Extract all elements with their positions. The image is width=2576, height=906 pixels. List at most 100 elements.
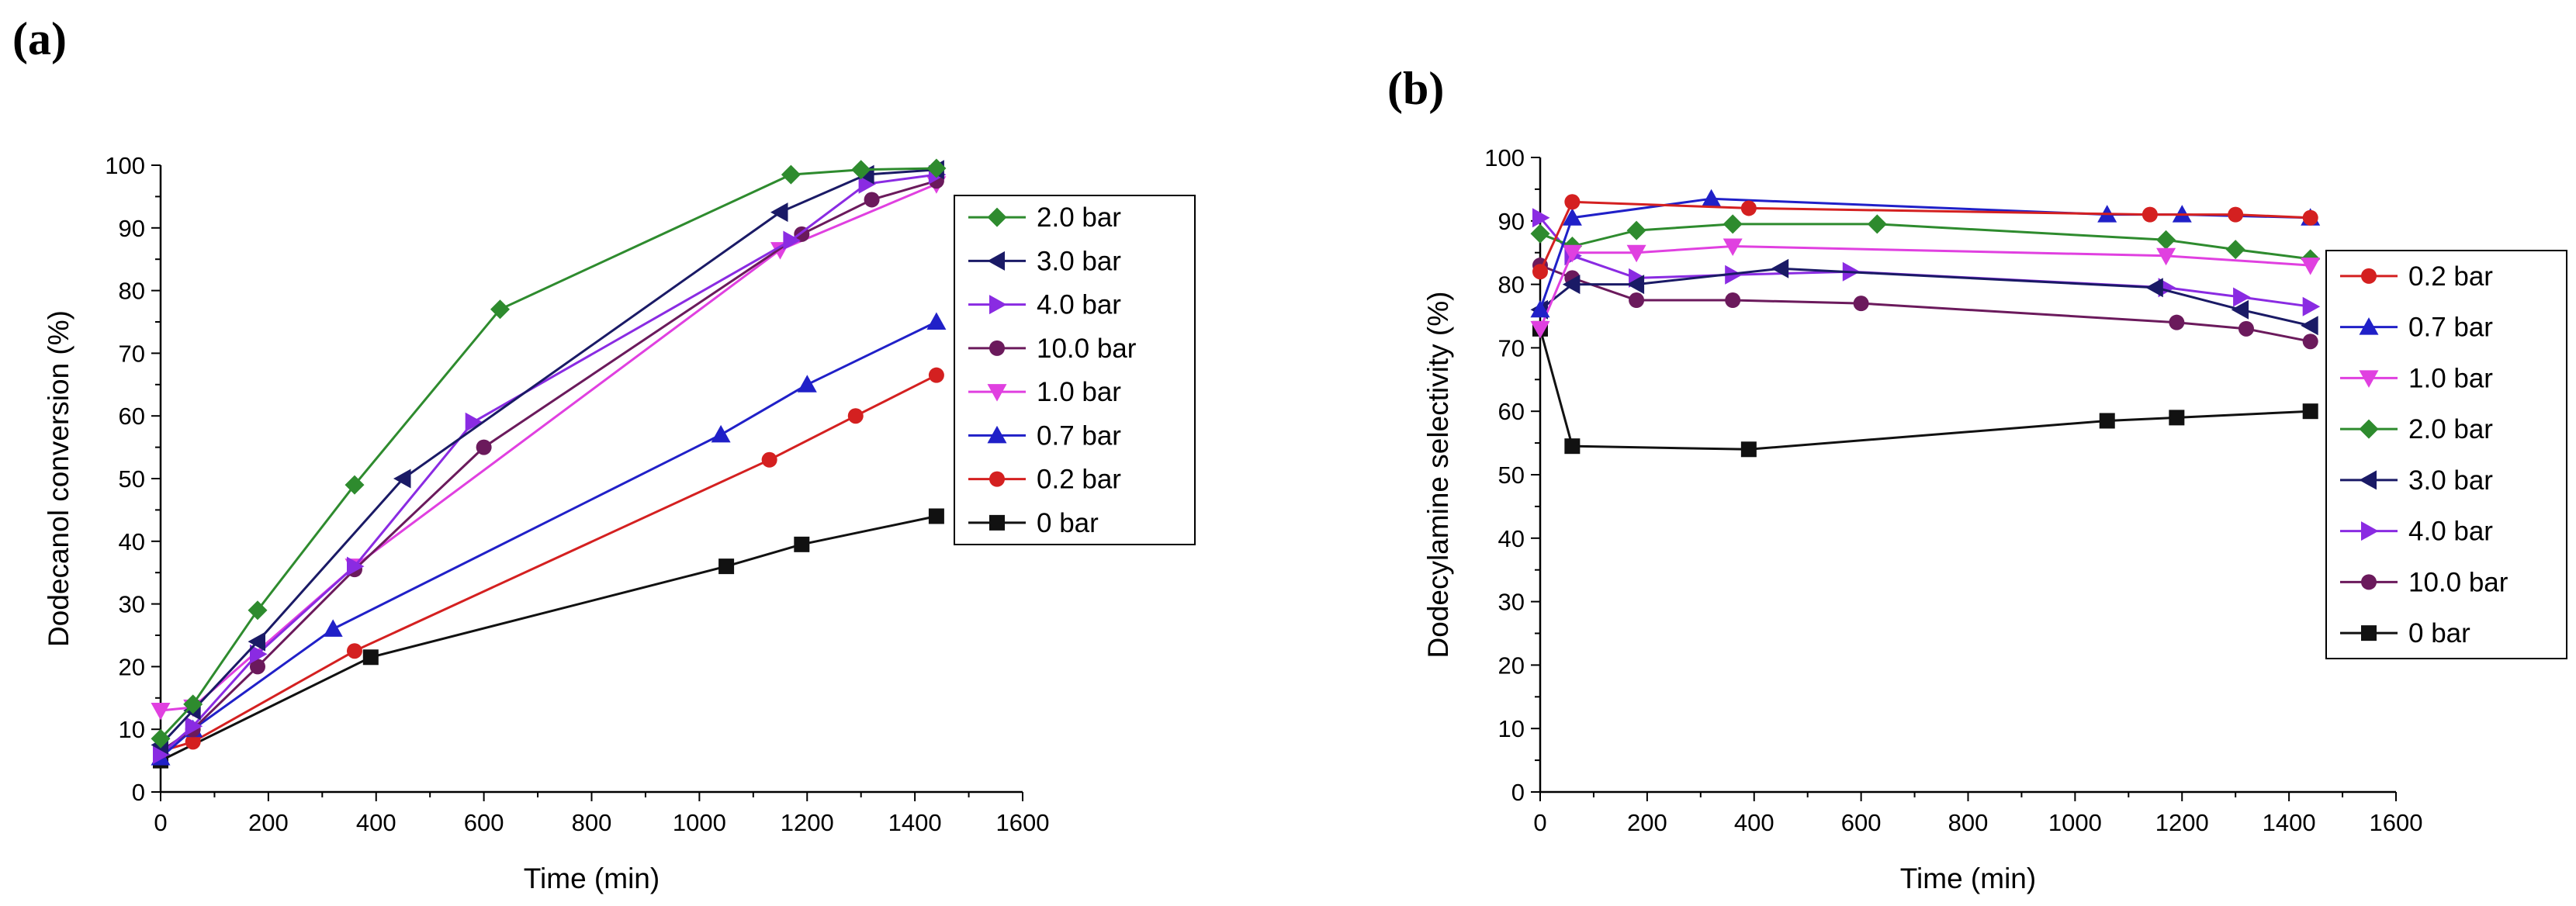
data-point-10-0-bar: [1725, 292, 1741, 309]
series-line-0-bar: [1539, 328, 2311, 451]
data-point-1-0-bar: [2301, 258, 2321, 275]
data-point-1-0-bar: [1530, 320, 1550, 339]
legend-label: 1.0 bar: [1037, 377, 1121, 407]
data-point-0-7-bar: [711, 424, 731, 443]
data-point-10-0-bar: [2302, 334, 2318, 350]
y-tick-label-a: 20: [119, 653, 145, 680]
legend-item-0-bar: 0 bar: [968, 508, 1099, 538]
data-point-2-0-bar: [2225, 240, 2245, 260]
series-2-0-bar-b: [1530, 214, 2321, 269]
legend-marker-10-0-bar: [989, 340, 1005, 356]
data-point-10-0-bar: [476, 439, 492, 455]
y-tick-label-b: 80: [1498, 271, 1525, 299]
data-point-0-2-bar: [346, 643, 362, 659]
x-tick-label-b: 1400: [2263, 809, 2316, 836]
x-tick-label-b: 1600: [2370, 809, 2423, 836]
legend-marker-0-2-bar: [2361, 268, 2377, 284]
data-point-0-2-bar: [928, 367, 944, 383]
data-point-3-0-bar: [1771, 258, 1789, 278]
legend-item-3-0-bar: 3.0 bar: [2340, 465, 2493, 496]
data-point-2-0-bar: [1723, 214, 1743, 234]
y-tick-label-b: 70: [1498, 334, 1525, 361]
legend-item-10-0-bar: 10.0 bar: [2340, 567, 2508, 597]
legend-label: 10.0 bar: [1037, 334, 1137, 364]
y-tick-label-a: 70: [119, 340, 145, 367]
legend-item-10-0-bar: 10.0 bar: [968, 334, 1137, 364]
legend-item-2-0-bar: 2.0 bar: [968, 202, 1121, 233]
y-tick-label-a: 0: [132, 779, 145, 806]
y-axis-title-a: Dodecanol conversion (%): [43, 310, 74, 647]
data-point-2-0-bar: [1530, 223, 1550, 244]
data-point-0-7-bar: [926, 312, 947, 330]
x-tick-label-a: 400: [356, 809, 396, 836]
y-tick-label-a: 100: [105, 152, 145, 179]
legend-item-0-2-bar: 0.2 bar: [968, 465, 1121, 495]
x-tick-label-a: 800: [572, 809, 612, 836]
legend-label: 4.0 bar: [2408, 517, 2493, 547]
data-point-0-bar: [2099, 413, 2115, 429]
x-axis-title-a: Time (min): [524, 863, 660, 894]
x-tick-label-a: 200: [248, 809, 289, 836]
legend-label: 0.7 bar: [1037, 420, 1121, 451]
data-point-0-7-bar: [323, 619, 343, 637]
data-point-4-0-bar: [2302, 296, 2321, 316]
data-point-2-0-bar: [851, 160, 871, 180]
legend-item-2-0-bar: 2.0 bar: [2340, 414, 2493, 444]
legend-b: 0.2 bar 0.7 bar 1.0 bar 2.0 bar 3.0 bar 4.0 b…: [2325, 250, 2567, 659]
data-point-1-0-bar: [151, 703, 171, 721]
legend-label: 4.0 bar: [1037, 290, 1121, 320]
series-line-1-0-bar: [160, 182, 937, 712]
legend-label: 0 bar: [1037, 508, 1099, 538]
data-point-0-bar: [2302, 403, 2318, 420]
data-point-2-0-bar: [926, 158, 947, 178]
data-point-0-bar: [928, 508, 944, 524]
chart-panel-a: 0 200 400 600 800 1000 1200 1400 1600 0 10 20 30 40 50…: [43, 152, 1196, 894]
legend-item-3-0-bar: 3.0 bar: [968, 246, 1121, 276]
data-point-0-2-bar: [761, 451, 777, 468]
series-line-2-0-bar: [159, 167, 937, 740]
x-axis-title-b: Time (min): [1900, 863, 2036, 894]
data-point-2-0-bar: [2156, 230, 2176, 250]
data-point-4-0-bar: [858, 174, 877, 194]
series-1-0-bar-b: [1530, 238, 2321, 339]
data-point-0-bar: [1740, 441, 1757, 458]
legend-a: 2.0 bar 3.0 bar 4.0 bar 10.0 bar 1.0 bar 0.7 …: [954, 195, 1196, 545]
y-tick-label-a: 80: [119, 278, 145, 305]
legend-marker-0-7-bar: [2359, 317, 2379, 335]
legend-marker-0-7-bar: [987, 425, 1007, 444]
data-point-0-7-bar: [797, 375, 817, 392]
data-point-0-bar: [1564, 438, 1581, 455]
data-point-10-0-bar: [249, 659, 265, 675]
data-point-2-0-bar: [183, 694, 203, 714]
legend-label: 1.0 bar: [2408, 363, 2493, 393]
series-line-4-0-bar: [160, 173, 937, 756]
legend-item-4-0-bar: 4.0 bar: [968, 290, 1121, 320]
legend-label: 3.0 bar: [1037, 246, 1121, 276]
x-tick-label-a: 0: [154, 809, 167, 836]
data-point-1-0-bar: [2156, 247, 2176, 266]
data-point-0-bar: [2169, 410, 2185, 426]
series-2-0-bar-a: [151, 158, 947, 749]
data-point-2-0-bar: [248, 600, 268, 621]
data-point-10-0-bar: [1629, 292, 1645, 309]
y-tick-label-b: 100: [1484, 144, 1525, 171]
legend-label: 0 bar: [2408, 618, 2470, 648]
data-point-10-0-bar: [864, 192, 880, 208]
data-point-0-bar: [794, 536, 810, 552]
data-point-0-2-bar: [1532, 264, 1548, 280]
data-point-1-0-bar: [1723, 238, 1743, 256]
x-tick-label-a: 1200: [781, 809, 834, 836]
legend-box-b: [2325, 250, 2567, 659]
data-point-0-2-bar: [1564, 194, 1581, 210]
data-point-10-0-bar: [2238, 320, 2254, 337]
legend-marker-2-0-bar: [987, 207, 1007, 227]
data-point-4-0-bar: [465, 412, 483, 432]
data-point-0-2-bar: [1740, 200, 1757, 216]
y-tick-label-a: 30: [119, 591, 145, 618]
legend-marker-10-0-bar: [2361, 574, 2377, 590]
series-10-0-bar-b: [1532, 258, 2318, 350]
y-axis-title-b: Dodecylamine selectivity (%): [1422, 292, 1454, 659]
x-tick-label-b: 600: [1841, 809, 1882, 836]
data-point-3-0-bar: [393, 469, 411, 489]
panel-b-letter: (b): [1387, 63, 1444, 114]
